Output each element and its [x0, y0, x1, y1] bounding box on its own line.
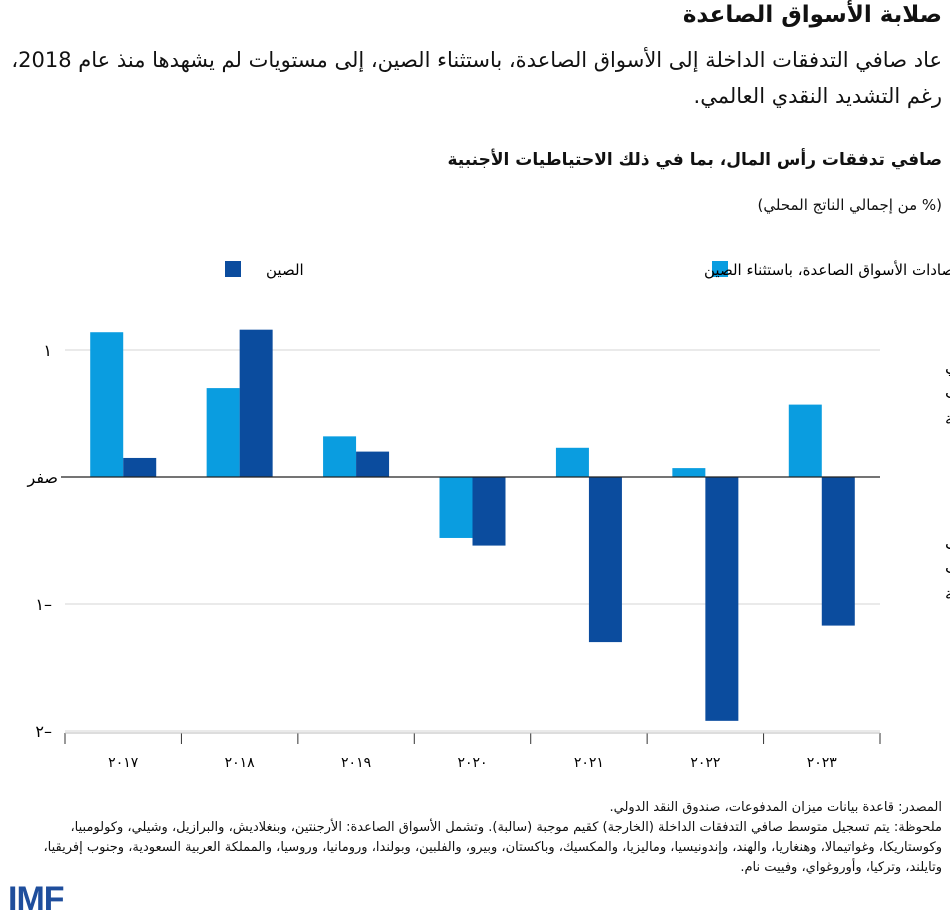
x-tick-label: ٢٠٢٣	[807, 755, 838, 771]
bar-china	[821, 477, 855, 626]
legend-label: اقتصادات الأسواق الصاعدة، باستثناء الصين	[704, 260, 950, 279]
y-tick-label: ٢–	[35, 722, 52, 741]
bar-em-ex-china	[206, 388, 240, 477]
bar-em-ex-china	[555, 447, 589, 477]
bar-em-ex-china	[323, 436, 357, 477]
x-tick-label: ٢٠١٨	[225, 755, 256, 771]
source-text: المصدر: قاعدة بيانات ميزان المدفوعات، صن…	[609, 800, 942, 815]
y-tick-label: ١	[43, 341, 52, 360]
bar-em-ex-china	[90, 332, 124, 477]
y-tick-label: ١–	[35, 595, 52, 614]
x-tick-label: ٢٠٢١	[574, 755, 604, 771]
x-tick-label: ٢٠١٩	[341, 755, 371, 771]
chart-notes: المصدر: قاعدة بيانات ميزان المدفوعات، صن…	[12, 798, 942, 878]
x-tick-label: ٢٠١٧	[108, 755, 139, 771]
chart-unit: (% من إجمالي الناتج المحلي)	[757, 196, 943, 214]
bar-china	[356, 451, 390, 477]
page-title: صلابة الأسواق الصاعدة	[682, 2, 942, 28]
bar-china	[588, 477, 622, 643]
bar-china	[123, 457, 157, 477]
x-tick-label: ٢٠٢٠	[457, 755, 487, 771]
note-text: ملحوظة: يتم تسجيل متوسط صافي التدفقات ال…	[43, 820, 942, 875]
bar-em-ex-china	[439, 477, 473, 538]
legend-swatch	[225, 261, 241, 277]
inflows-label: صافي	[945, 357, 950, 377]
y-tick-label: صفر	[26, 468, 58, 488]
bar-em-ex-china	[672, 468, 706, 477]
legend-swatch	[712, 261, 728, 277]
bar-china	[239, 329, 273, 477]
outflows-label: التدفقات	[945, 558, 950, 577]
bar-china	[705, 477, 739, 721]
chart-title: صافي تدفقات رأس المال، بما في ذلك الاحتي…	[447, 150, 942, 170]
imf-logo: IMF	[8, 880, 65, 918]
legend-label: الصين	[266, 261, 304, 279]
x-tick-label: ٢٠٢٢	[690, 755, 720, 771]
outflows-label: صافى	[945, 532, 950, 551]
bar-chart: ١ صفر ١– ٢– ٢٠١٧ ٢٠١٨ ٢٠١٩ ٢٠٢٠ ٢٠٢١ ٢٠٢٢ ٢٠٢٣ اقتص…	[26, 260, 950, 771]
bar-china	[472, 477, 506, 546]
inflows-label: الداخلة	[945, 409, 950, 428]
inflows-label: التدفقات	[945, 383, 950, 402]
page-subtitle: عاد صافي التدفقات الداخلة إلى الأسواق ال…	[11, 48, 942, 108]
outflows-label: الخارجة	[945, 584, 950, 604]
bar-em-ex-china	[788, 404, 822, 477]
